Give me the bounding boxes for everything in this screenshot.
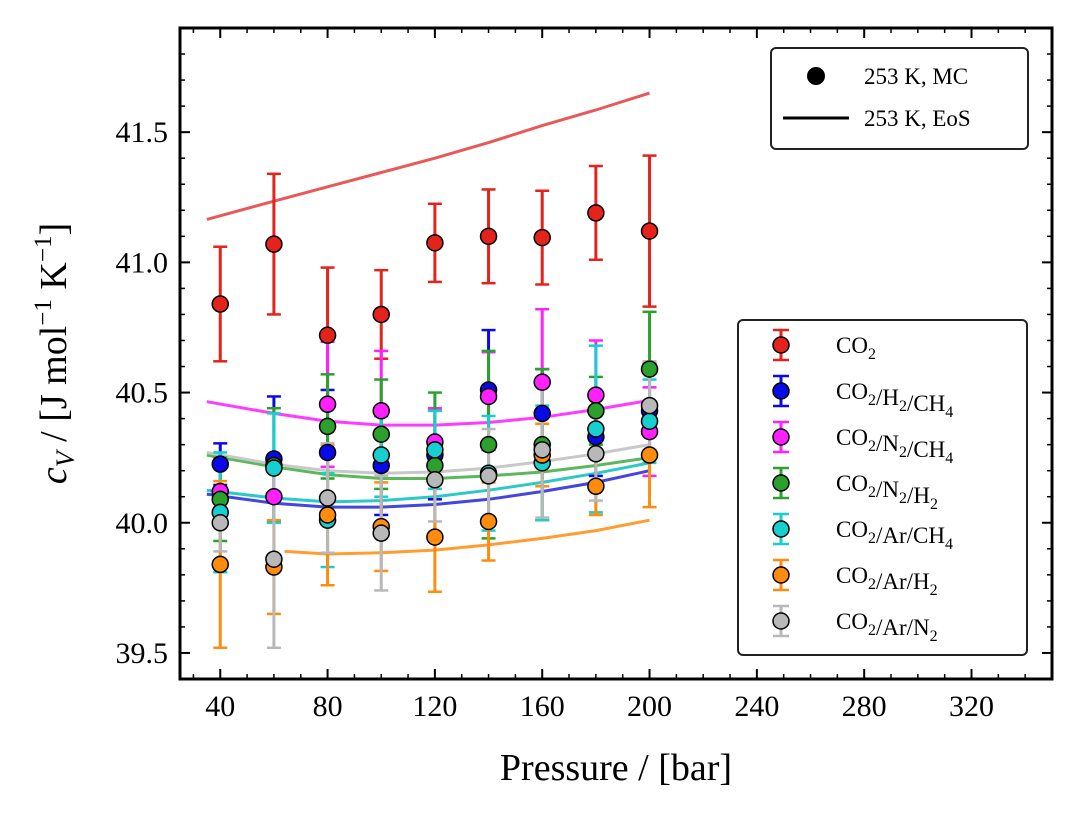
data-point <box>640 222 659 240</box>
legend-entry: CO2 <box>772 328 876 363</box>
y-tick-label: 40.0 <box>116 507 169 540</box>
data-point <box>426 234 444 252</box>
data-point <box>211 295 229 313</box>
legend-entry: CO2/N2/H2 <box>772 466 938 513</box>
data-point <box>265 487 283 506</box>
data-point <box>426 528 444 546</box>
legend-entry: CO2/Ar/N2 <box>772 604 938 645</box>
data-point <box>265 235 283 253</box>
legend-label: CO2/Ar/N2 <box>836 609 938 645</box>
legend-marker <box>772 520 790 538</box>
legend-marker-circle <box>807 67 825 85</box>
data-point <box>533 373 551 391</box>
legend-marker <box>772 474 790 492</box>
data-point <box>640 412 659 430</box>
x-tick-label: 160 <box>520 690 565 723</box>
data-point <box>587 477 605 496</box>
x-tick-label: 280 <box>842 690 887 723</box>
tick-labels: 40 80 120 160 200 240 280 320 39.5 40.0 40.5 41.0 41… <box>116 116 995 723</box>
data-point <box>426 471 444 489</box>
legend-label: CO2/H2/CH4 <box>836 379 953 421</box>
legend-marker <box>772 336 790 354</box>
y-tick-label: 41.5 <box>116 116 169 149</box>
x-axis-label: Pressure / [bar] <box>500 747 732 789</box>
legend-entry: CO2/Ar/CH4 <box>772 512 953 553</box>
y-tick-label: 40.5 <box>116 377 169 410</box>
data-point <box>640 446 659 464</box>
data-point <box>372 425 390 443</box>
data-point <box>426 441 444 459</box>
data-point <box>318 326 337 345</box>
eos-line <box>284 518 650 556</box>
data-point <box>318 443 337 462</box>
data-point <box>533 404 551 423</box>
data-point <box>372 524 390 542</box>
x-tick-label: 200 <box>627 690 672 723</box>
data-point <box>211 455 229 473</box>
plot-frame <box>178 26 1054 681</box>
data-point <box>640 396 659 415</box>
y-tick-label: 39.5 <box>116 637 169 670</box>
legend-label: CO2/N2/CH4 <box>836 425 953 467</box>
legend-entry: CO2/H2/CH4 <box>772 374 953 421</box>
y-axis-label: cV / [J mol−1 K−1] <box>30 223 80 484</box>
legend-label-mc: 253 K, MC <box>864 64 968 89</box>
legend-label: CO2/Ar/CH4 <box>836 517 953 553</box>
style-legend: 253 K, MC 253 K, EoS <box>770 47 1029 150</box>
data-point <box>587 402 605 420</box>
data-point <box>533 441 551 459</box>
legend-marker <box>772 566 790 584</box>
data-point <box>318 489 337 507</box>
legend-entry: CO2/N2/CH4 <box>772 420 953 467</box>
data-point <box>587 204 605 222</box>
legend-marker <box>772 382 790 400</box>
data-point <box>318 506 337 524</box>
data-point <box>479 435 498 454</box>
data-point <box>372 402 390 420</box>
data-point <box>318 417 337 436</box>
legend-entry: CO2/Ar/H2 <box>772 558 938 599</box>
data-point <box>479 467 498 485</box>
data-point <box>372 446 390 464</box>
data-point <box>265 550 283 568</box>
data-point <box>640 360 659 378</box>
data-point <box>587 445 605 463</box>
data-point <box>318 395 337 414</box>
legend-marker <box>772 612 790 630</box>
data-points <box>211 204 659 576</box>
data-point <box>265 459 283 477</box>
legend-label-eos: 253 K, EoS <box>864 106 971 131</box>
data-point <box>479 512 498 531</box>
data-point <box>587 386 605 404</box>
legend-label: CO2/N2/H2 <box>836 471 938 513</box>
x-tick-label: 240 <box>734 690 779 723</box>
legend-marker <box>772 428 790 446</box>
data-point <box>533 228 551 247</box>
x-tick-label: 40 <box>205 690 235 723</box>
data-point <box>587 420 605 438</box>
x-tick-label: 120 <box>412 690 457 723</box>
data-point <box>372 305 390 324</box>
style-legend-box <box>770 47 1029 150</box>
legend-label: CO2 <box>836 333 876 363</box>
data-point <box>479 227 498 246</box>
data-point <box>211 514 229 532</box>
series-legend-box <box>737 319 1028 656</box>
x-tick-label: 320 <box>949 690 994 723</box>
x-tick-label: 80 <box>313 690 343 723</box>
legend-label: CO2/Ar/H2 <box>836 563 938 599</box>
data-point <box>211 555 229 574</box>
eos-line <box>206 91 650 221</box>
data-point <box>479 387 498 406</box>
y-tick-label: 41.0 <box>116 246 169 279</box>
